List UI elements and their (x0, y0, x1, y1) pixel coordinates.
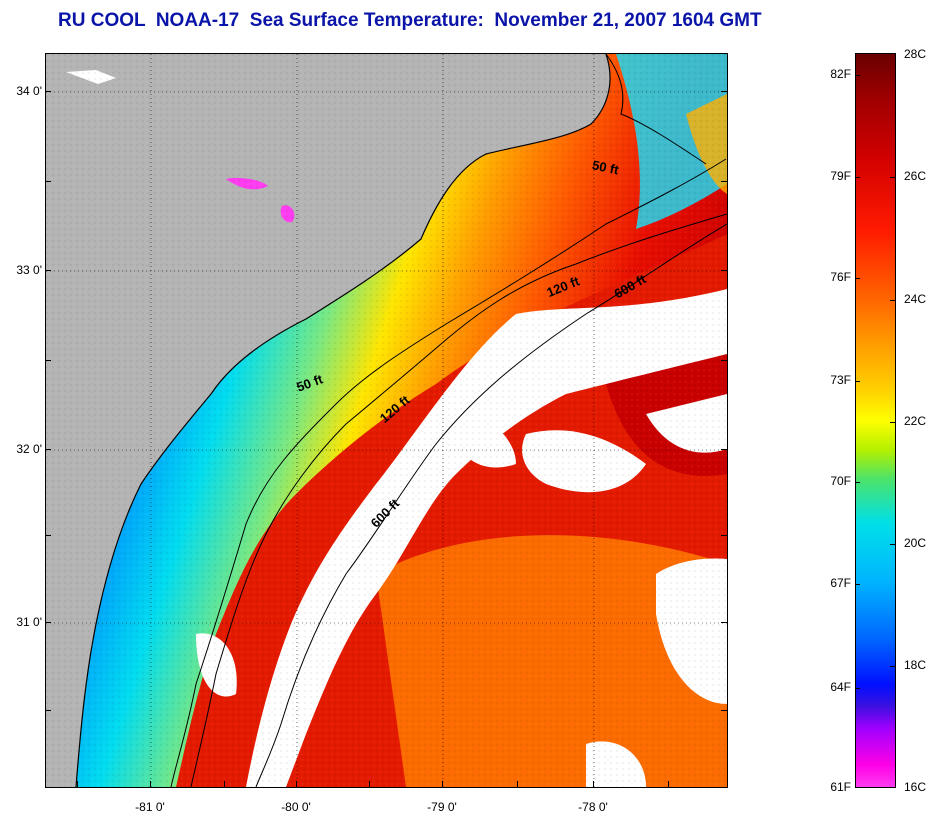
colorbar-tick (890, 544, 895, 545)
colorbar-tick (855, 177, 860, 178)
colorbar-label-f: 70F (830, 474, 851, 488)
colorbar-tick (855, 584, 860, 585)
axis-tick (593, 781, 594, 787)
colorbar-tick (890, 300, 895, 301)
axis-tick (721, 449, 727, 450)
latitude-label: 34 0' (16, 84, 42, 98)
colorbar-label-c: 18C (904, 658, 927, 672)
axis-tick (721, 270, 727, 271)
colorbar-label-c: 16C (904, 780, 927, 794)
colorbar-label-c: 24C (904, 292, 927, 306)
axis-tick (45, 360, 51, 361)
axis-tick (721, 535, 727, 536)
axis-tick (45, 710, 51, 711)
axis-tick (45, 449, 51, 450)
colorbar-tick (855, 688, 860, 689)
colorbar-label-f: 79F (830, 169, 851, 183)
colorbar-tick (890, 422, 895, 423)
colorbar-label-f: 64F (830, 680, 851, 694)
axis-tick (45, 535, 51, 536)
longitude-label: -81 0' (135, 800, 165, 814)
axis-tick (721, 360, 727, 361)
isobath-label: 50 ft (591, 157, 621, 177)
colorbar-label-f: 82F (830, 67, 851, 81)
colorbar-tick (855, 278, 860, 279)
longitude-label: -79 0' (427, 800, 457, 814)
axis-tick (369, 781, 370, 787)
axis-tick (442, 781, 443, 787)
axis-tick (721, 181, 727, 182)
colorbar-tick (890, 666, 895, 667)
axis-tick (224, 781, 225, 787)
colorbar-tick (890, 177, 895, 178)
colorbar-tick (855, 75, 860, 76)
latitude-label: 32 0' (16, 442, 42, 456)
longitude-label: -78 0' (578, 800, 608, 814)
map-title: RU COOL NOAA-17 Sea Surface Temperature:… (58, 10, 762, 31)
colorbar-tick (855, 381, 860, 382)
colorbar-label-f: 61F (830, 780, 851, 794)
axis-tick (77, 781, 78, 787)
isobath-50ft (170, 158, 727, 787)
axis-tick (721, 622, 727, 623)
axis-tick (45, 622, 51, 623)
texture-overlay (46, 54, 727, 787)
axis-tick (45, 181, 51, 182)
longitude-label: -80 0' (281, 800, 311, 814)
axis-tick (150, 781, 151, 787)
sst-map: 50 ft 50 ft 120 ft 120 ft 600 ft 600 ft (45, 53, 728, 788)
colorbar-label-f: 67F (830, 576, 851, 590)
colorbar-tick (855, 482, 860, 483)
axis-tick (517, 781, 518, 787)
colorbar-label-f: 76F (830, 270, 851, 284)
colorbar-label-c: 20C (904, 536, 927, 550)
axis-tick (668, 781, 669, 787)
axis-tick (45, 91, 51, 92)
isobath-120ft (190, 213, 727, 787)
axis-tick (721, 710, 727, 711)
latitude-label: 33 0' (16, 263, 42, 277)
isobath-600ft (255, 223, 727, 787)
colorbar-label-c: 22C (904, 414, 927, 428)
graticule (46, 54, 727, 787)
sst-map-svg: 50 ft 50 ft 120 ft 120 ft 600 ft 600 ft (46, 54, 727, 787)
axis-tick (296, 781, 297, 787)
axis-tick (45, 270, 51, 271)
temperature-colorbar (855, 53, 896, 788)
colorbar-label-c: 26C (904, 169, 927, 183)
axis-tick (721, 91, 727, 92)
colorbar-label-c: 28C (904, 47, 927, 61)
latitude-label: 31 0' (16, 615, 42, 629)
colorbar-label-f: 73F (830, 373, 851, 387)
